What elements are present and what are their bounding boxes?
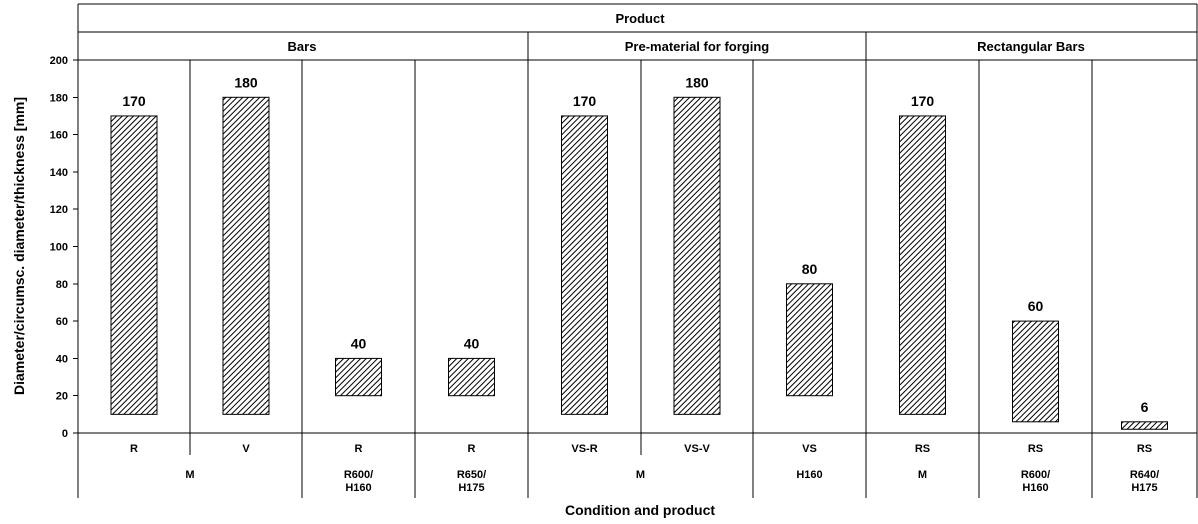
- bar-value-label: 170: [911, 93, 935, 109]
- bar-value-label: 170: [122, 93, 146, 109]
- condition-label: M: [185, 469, 194, 481]
- bar: [335, 357, 382, 397]
- header-group-rectangular-bars: Rectangular Bars: [977, 39, 1085, 54]
- product-headers: Product Bars Pre-material for forging Re…: [288, 11, 1085, 54]
- bar: [561, 115, 608, 415]
- bar: [222, 96, 270, 415]
- condition-label: M: [918, 469, 927, 481]
- y-tick-label: 0: [62, 428, 68, 440]
- y-tick-label: 160: [50, 130, 68, 142]
- y-axis-title: Diameter/circumsc. diameter/thickness [m…: [11, 97, 27, 395]
- bar: [673, 96, 721, 415]
- condition-label: R640/H175: [1130, 469, 1159, 494]
- y-tick-label: 20: [56, 391, 68, 403]
- bar: [110, 115, 158, 415]
- y-tick-label: 200: [50, 55, 68, 67]
- header-product: Product: [615, 11, 665, 26]
- bar: [1121, 421, 1168, 430]
- x-category-label: RS: [1028, 443, 1043, 455]
- chart-frame: [77, 3, 1198, 498]
- x-category-label: RS: [1137, 443, 1152, 455]
- x-category-label: RS: [915, 443, 930, 455]
- bar-value-label: 60: [1028, 298, 1044, 314]
- x-axis-title: Condition and product: [565, 502, 715, 518]
- y-tick-label: 40: [56, 353, 68, 365]
- y-tick-label: 120: [50, 204, 68, 216]
- y-tick-label: 140: [50, 167, 68, 179]
- bar: [899, 115, 946, 415]
- condition-label: R650/H175: [457, 469, 486, 494]
- bar-value-label: 80: [802, 261, 818, 277]
- bar-value-label: 40: [351, 335, 367, 351]
- bar: [1012, 320, 1059, 423]
- bar-value-label: 180: [685, 74, 709, 90]
- x-category-label: VS-R: [571, 443, 597, 455]
- condition-label: M: [636, 469, 645, 481]
- bar: [786, 283, 833, 397]
- x-category-label: R: [130, 443, 138, 455]
- bar: [448, 357, 495, 397]
- condition-label: R600/H160: [344, 469, 373, 494]
- y-tick-label: 100: [50, 242, 68, 254]
- bar-value-label: 180: [234, 74, 258, 90]
- y-tick-label: 180: [50, 92, 68, 104]
- bar-value-label: 40: [464, 335, 480, 351]
- bar-value-label: 170: [573, 93, 597, 109]
- condition-label: R600/H160: [1021, 469, 1050, 494]
- x-category-label: VS: [802, 443, 817, 455]
- x-category-label: R: [355, 443, 363, 455]
- y-tick-label: 60: [56, 316, 68, 328]
- x-category-label: R: [468, 443, 476, 455]
- x-category-label: VS-V: [684, 443, 710, 455]
- condition-label: H160: [796, 469, 822, 481]
- header-group-bars: Bars: [288, 39, 317, 54]
- header-group-pre-material: Pre-material for forging: [625, 39, 770, 54]
- y-axis: 0 20 40 60 80 100 120 140 160 180 200: [50, 55, 78, 440]
- x-category-label: V: [242, 443, 250, 455]
- bars: 170 180 40 40 170 180 80 170 60 6: [110, 74, 1168, 430]
- y-tick-label: 80: [56, 279, 68, 291]
- bar-value-label: 6: [1141, 399, 1149, 415]
- x-axis: R V R R VS-R VS-V VS RS RS RS M R600/H160 R650/H175 M…: [130, 443, 1159, 494]
